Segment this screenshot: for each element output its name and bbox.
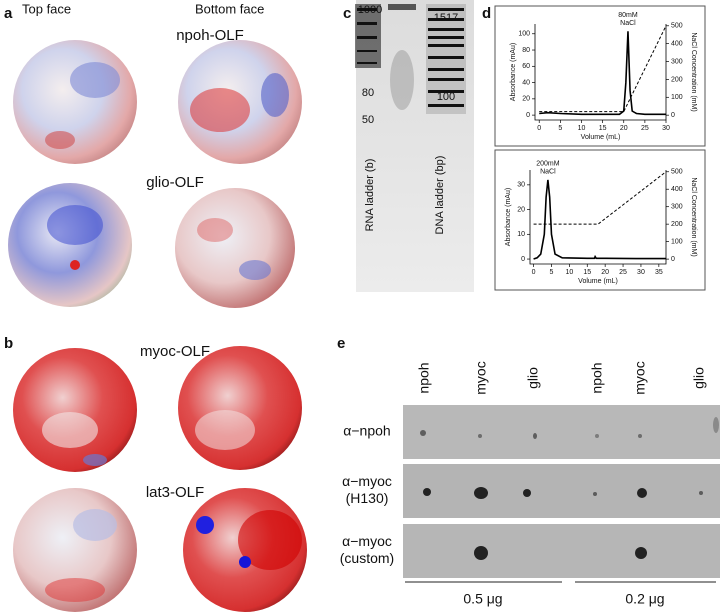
x-tick-label: 5 (558, 125, 562, 132)
axis-frame (529, 170, 667, 265)
y2-tick-label: 0 (671, 256, 675, 263)
gel-mark: 100 (437, 91, 455, 103)
gel-mark: 1000 (358, 4, 382, 16)
y-tick-label: 0 (521, 256, 525, 263)
y2-tick-label: 100 (671, 238, 683, 245)
row-label: α−npoh (343, 423, 390, 439)
data-line (539, 25, 667, 113)
y2-axis-label: NaCl Concentration (mM) (690, 177, 697, 256)
protein-name: myoc-OLF (140, 343, 210, 360)
y2-tick-label: 300 (671, 204, 683, 211)
blots (403, 405, 720, 583)
x-tick-label: 5 (550, 269, 554, 276)
y-tick-label: 100 (518, 31, 530, 38)
x-tick-label: 35 (655, 269, 663, 276)
protein-name: glio-OLF (146, 174, 204, 191)
x-tick-label: 10 (578, 125, 586, 132)
y2-tick-label: 300 (671, 58, 683, 65)
x-tick-label: 15 (583, 269, 591, 276)
gel (355, 0, 474, 292)
column-label: npoh (416, 362, 432, 393)
y2-tick-label: 100 (671, 94, 683, 101)
y-tick-label: 30 (517, 182, 525, 189)
row-label: (H130) (346, 490, 389, 506)
column-header: Bottom face (195, 1, 264, 16)
x-tick-label: 30 (637, 269, 645, 276)
x-tick-label: 25 (641, 125, 649, 132)
annotation: NaCl (540, 169, 556, 176)
chart-frame (494, 5, 706, 147)
column-label: myoc (473, 361, 489, 394)
x-tick-label: 0 (532, 269, 536, 276)
row-label: α−myoc (342, 473, 392, 489)
protein-name: lat3-OLF (146, 484, 204, 501)
row-label: α−myoc (342, 533, 392, 549)
y2-tick-label: 200 (671, 76, 683, 83)
x-tick-label: 20 (620, 125, 628, 132)
y2-tick-label: 400 (671, 41, 683, 48)
panel-letter: b (4, 335, 13, 352)
row-label: (custom) (340, 550, 394, 566)
protein-name: npoh-OLF (176, 27, 244, 44)
annotation: 80mM (618, 12, 638, 19)
x-tick-label: 0 (537, 125, 541, 132)
column-label: glio (691, 367, 707, 389)
data-line (533, 171, 667, 225)
column-label: npoh (589, 362, 605, 393)
y2-axis-label: NaCl Concentration (mM) (690, 32, 697, 111)
gel-mark: 80 (362, 87, 374, 99)
y2-tick-label: 0 (671, 112, 675, 119)
y2-tick-label: 500 (671, 169, 683, 176)
x-tick-label: 15 (599, 125, 607, 132)
panel-letter: d (482, 5, 491, 22)
amount-label: 0.2 μg (625, 591, 664, 607)
amount-label: 0.5 μg (463, 591, 502, 607)
data-line (539, 31, 666, 116)
x-tick-label: 10 (565, 269, 573, 276)
panel-letter: a (4, 5, 13, 22)
y-tick-label: 40 (522, 79, 530, 86)
column-label: glio (525, 367, 541, 389)
gel-mark: 50 (362, 114, 374, 126)
column-label: myoc (632, 361, 648, 394)
x-axis-label: Volume (mL) (581, 134, 621, 141)
y-tick-label: 20 (517, 206, 525, 213)
annotation: NaCl (620, 20, 636, 27)
gel-mark: 1517 (434, 12, 458, 24)
panel-letter: e (337, 335, 345, 352)
x-tick-label: 30 (662, 125, 670, 132)
y-tick-label: 10 (517, 231, 525, 238)
protein-surfaces (8, 40, 307, 612)
axis-frame (534, 24, 667, 121)
y-tick-label: 60 (522, 63, 530, 70)
x-tick-label: 20 (601, 269, 609, 276)
gel-lane-label: DNA ladder (bp) (434, 156, 446, 235)
y-tick-label: 80 (522, 47, 530, 54)
panel-letter: c (343, 5, 351, 22)
y2-tick-label: 400 (671, 186, 683, 193)
annotation: 200mM (536, 161, 560, 168)
x-tick-label: 25 (619, 269, 627, 276)
chart-frame (494, 149, 706, 291)
x-axis-label: Volume (mL) (578, 278, 618, 285)
y-axis-label: Absorbance (mAu) (510, 43, 517, 101)
column-header: Top face (22, 1, 71, 16)
y-tick-label: 20 (522, 96, 530, 103)
y2-tick-label: 200 (671, 221, 683, 228)
y-axis-label: Absorbance (mAu) (505, 188, 512, 246)
y-tick-label: 0 (526, 112, 530, 119)
y2-tick-label: 500 (671, 23, 683, 30)
gel-lane-label: RNA ladder (b) (364, 159, 376, 232)
data-line (533, 179, 666, 260)
